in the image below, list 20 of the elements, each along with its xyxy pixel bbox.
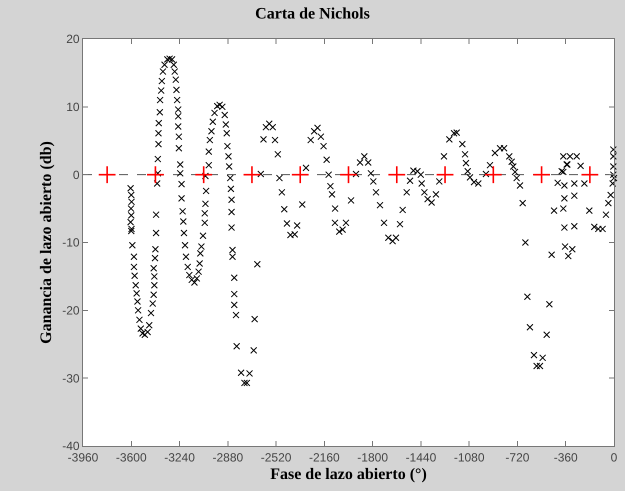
y-tick-label: 20 [66, 32, 80, 46]
x-tick-label: -2160 [309, 450, 340, 464]
y-tick-label: -20 [62, 304, 80, 318]
x-tick-label: -360 [554, 450, 578, 464]
x-tick-label: -1440 [406, 450, 437, 464]
x-tick-label: -720 [505, 450, 530, 464]
x-tick-label: -1080 [454, 450, 485, 464]
x-tick-label: -2880 [212, 450, 244, 464]
x-axis-title: Fase de lazo abierto (°) [270, 466, 427, 484]
y-axis-title: Ganancia de lazo abierto (db) [38, 141, 56, 344]
chart-title: Carta de Nichols [255, 6, 370, 23]
x-tick-label: -3600 [116, 450, 147, 464]
x-tick-label: -1800 [357, 450, 388, 464]
x-tick-label: 0 [610, 450, 618, 464]
x-tick-label: -3240 [164, 450, 196, 464]
y-tick-label: -10 [62, 236, 80, 250]
x-tick-label: -2520 [260, 450, 292, 464]
y-tick-label: -30 [62, 371, 80, 386]
y-tick-label: 0 [72, 168, 80, 182]
y-tick-label: 10 [66, 100, 80, 114]
